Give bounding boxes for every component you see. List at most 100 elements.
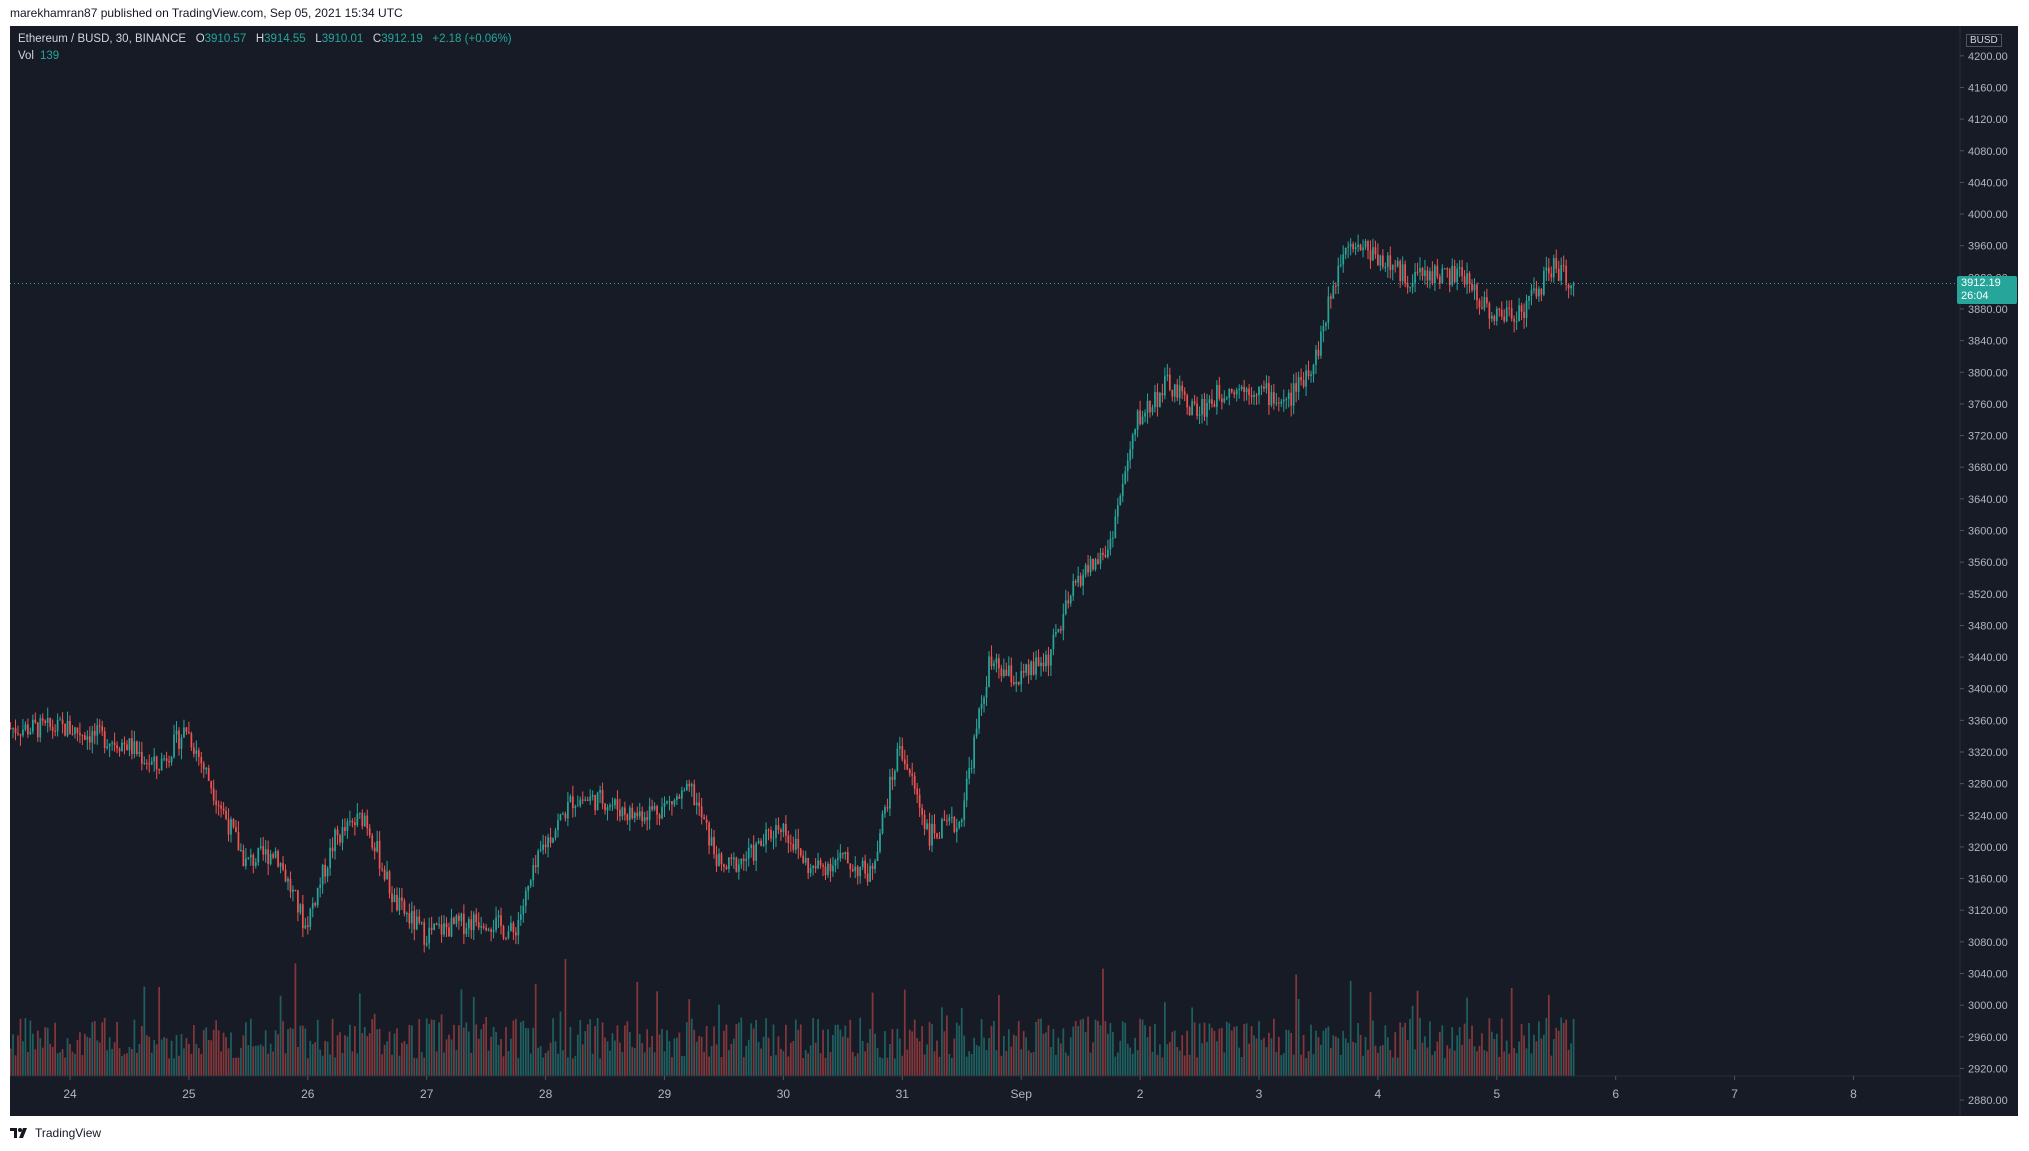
candle-body xyxy=(599,789,601,793)
volume-bar xyxy=(562,1050,564,1076)
candle-body xyxy=(1458,267,1461,269)
volume-bar xyxy=(596,1018,599,1076)
volume-bar xyxy=(512,1020,515,1076)
volume-bar xyxy=(101,1022,104,1076)
candle-body xyxy=(39,718,42,738)
price-tick-label: 3280.00 xyxy=(1968,779,2008,791)
candle-body xyxy=(591,795,594,797)
price-tick-label: 3840.00 xyxy=(1968,336,2008,348)
volume-bar xyxy=(720,1057,723,1076)
candle-body xyxy=(923,814,926,829)
candle-body xyxy=(1448,269,1451,285)
candle-body xyxy=(1310,374,1312,376)
volume-bar xyxy=(713,1026,715,1076)
candle-body xyxy=(301,904,304,929)
time-tick-label: 7 xyxy=(1731,1087,1738,1101)
volume-bar xyxy=(834,1024,837,1076)
price-axis-bg[interactable] xyxy=(1960,26,2018,1116)
candle-body xyxy=(834,859,837,866)
candle-body xyxy=(34,719,37,723)
volume-bar xyxy=(71,1051,74,1076)
candle-body xyxy=(59,719,61,721)
volume-bar xyxy=(1223,1052,1226,1076)
volume-bar xyxy=(54,1022,57,1076)
volume-bar xyxy=(366,1036,369,1076)
footer-brand[interactable]: TradingView xyxy=(10,1126,101,1140)
candle-body xyxy=(1248,388,1250,396)
candle-body xyxy=(1121,483,1124,497)
candle-body xyxy=(1426,270,1429,281)
volume-bar xyxy=(1461,1044,1463,1076)
close-value: 3912.19 xyxy=(381,33,423,45)
candle-body xyxy=(1136,410,1139,430)
candle-body xyxy=(344,827,346,831)
volume-bar xyxy=(1495,1033,1498,1076)
candle-body xyxy=(93,730,96,736)
price-tick-label: 3360.00 xyxy=(1968,715,2008,727)
volume-bar xyxy=(91,1022,94,1076)
candle-body xyxy=(589,796,592,801)
candle-body xyxy=(1352,243,1354,250)
candle-body xyxy=(1317,349,1320,356)
candle-body xyxy=(175,730,178,735)
volume-bar xyxy=(549,1042,552,1076)
candle-body xyxy=(671,801,673,805)
volume-bar xyxy=(98,1042,101,1076)
volume-bar xyxy=(948,1053,951,1076)
symbol-name[interactable]: Ethereum / BUSD, 30, BINANCE xyxy=(18,33,187,45)
volume-bar xyxy=(1216,1041,1218,1076)
volume-bar xyxy=(569,1026,572,1076)
price-tick-label: 2880.00 xyxy=(1968,1095,2008,1107)
candle-body xyxy=(29,731,32,735)
candle-body xyxy=(1523,312,1525,319)
chart-area[interactable]: 4200.00 4160.00 4120.00 4080.00 4040.00 4000.… xyxy=(10,26,2018,1116)
volume-bar xyxy=(1007,1029,1010,1076)
candle-body xyxy=(549,837,552,843)
candle-body xyxy=(358,812,361,814)
volume-bar xyxy=(787,1056,790,1076)
candle-body xyxy=(837,858,839,860)
volume-bar xyxy=(1287,1030,1290,1076)
candle-body xyxy=(222,808,225,811)
volume-bar xyxy=(267,1053,270,1076)
volume-bar xyxy=(1230,1030,1233,1076)
volume-legend[interactable]: Vol 139 xyxy=(18,50,59,62)
price-tick-label: 2960.00 xyxy=(1968,1032,2008,1044)
volume-bar xyxy=(1025,1037,1028,1076)
candle-body xyxy=(1334,285,1337,287)
candlestick-chart[interactable]: 4200.00 4160.00 4120.00 4080.00 4040.00 4000.… xyxy=(10,26,2018,1116)
price-tick-label: 3880.00 xyxy=(1968,304,2008,316)
volume-bar xyxy=(373,1013,376,1076)
volume-bar xyxy=(1359,1034,1362,1076)
volume-bar xyxy=(708,1056,710,1076)
candle-body xyxy=(363,815,366,827)
candle-body xyxy=(619,809,621,817)
candle-body xyxy=(1468,273,1471,284)
candle-body xyxy=(710,837,713,846)
volume-bar xyxy=(1567,1049,1570,1076)
currency-unit-badge[interactable]: BUSD xyxy=(1966,34,2002,47)
candle-body xyxy=(1381,255,1384,268)
candle-body xyxy=(158,769,161,771)
candle-body xyxy=(542,844,544,850)
volume-bar xyxy=(168,1058,170,1076)
price-tick-label: 3440.00 xyxy=(1968,652,2008,664)
volume-bar xyxy=(490,1036,492,1076)
volume-bar xyxy=(1547,994,1550,1076)
candle-body xyxy=(1146,400,1149,413)
candle-body xyxy=(1515,321,1518,323)
volume-bar xyxy=(975,1044,978,1076)
candle-body xyxy=(418,916,421,923)
candle-body xyxy=(534,865,537,868)
candle-body xyxy=(381,868,383,870)
candle-body xyxy=(512,923,515,933)
candle-body xyxy=(393,894,396,902)
candle-body xyxy=(656,806,658,815)
volume-bar xyxy=(1134,1037,1137,1076)
candle-body xyxy=(879,833,881,852)
volume-bar xyxy=(683,1056,686,1076)
candle-body xyxy=(1339,264,1342,266)
volume-bar xyxy=(505,1027,507,1076)
volume-bar xyxy=(259,1044,262,1076)
volume-bar xyxy=(874,1033,876,1076)
